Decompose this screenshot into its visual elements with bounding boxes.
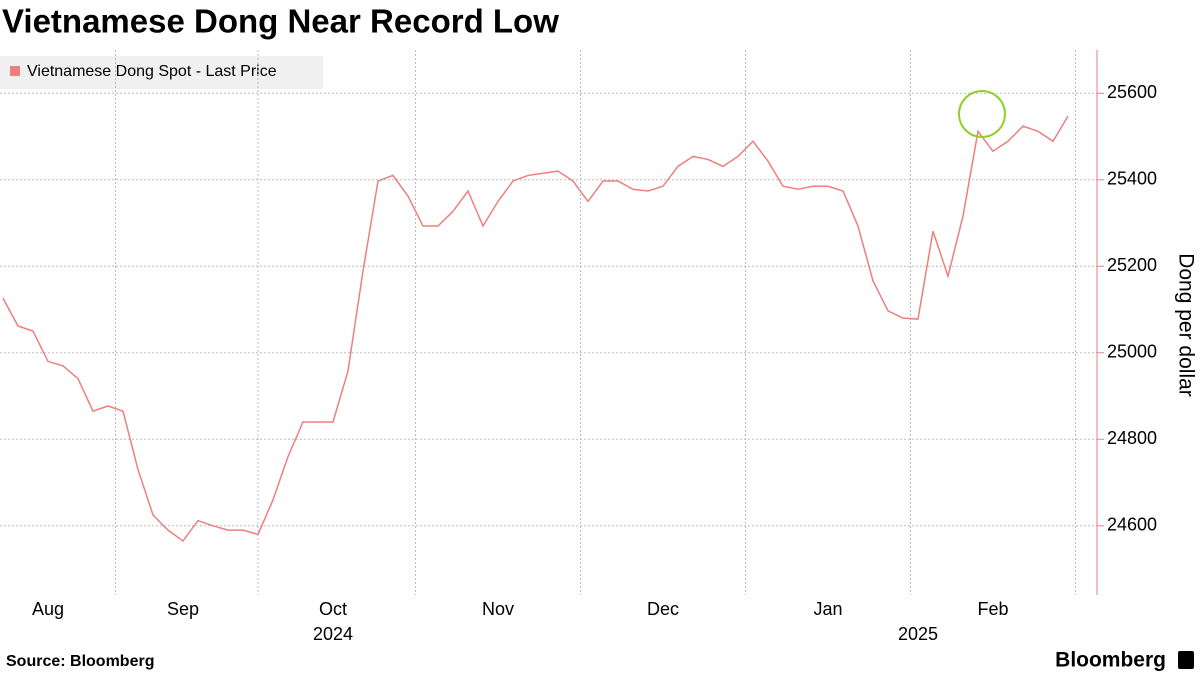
y-tick-label: 25000 [1107,342,1157,362]
x-year-label: 2025 [898,624,938,644]
x-tick-label: Dec [647,599,679,619]
line-series [2,115,1069,542]
y-tick-label: 25200 [1107,255,1157,275]
y-tick-label: 25400 [1107,169,1157,189]
x-tick-label: Sep [167,599,199,619]
x-tick-label: Nov [482,599,514,619]
legend-label: Vietnamese Dong Spot - Last Price [27,63,277,80]
x-year-label: 2024 [313,624,353,644]
y-axis-label: Dong per dollar [1174,253,1197,397]
legend-box [0,56,323,89]
y-tick-label: 25600 [1107,82,1157,102]
y-tick-label: 24600 [1107,515,1157,535]
highlight-circle [958,90,1006,138]
x-tick-label: Oct [319,599,347,619]
chart-title: Vietnamese Dong Near Record Low [2,3,559,40]
brand: Bloomberg [1055,649,1166,672]
x-tick-label: Feb [977,599,1008,619]
x-tick-label: Jan [813,599,842,619]
source: Source: Bloomberg [6,653,154,670]
x-tick-label: Aug [32,599,64,619]
brand-icon [1178,651,1194,669]
y-tick-label: 24800 [1107,428,1157,448]
legend-swatch [10,66,20,76]
